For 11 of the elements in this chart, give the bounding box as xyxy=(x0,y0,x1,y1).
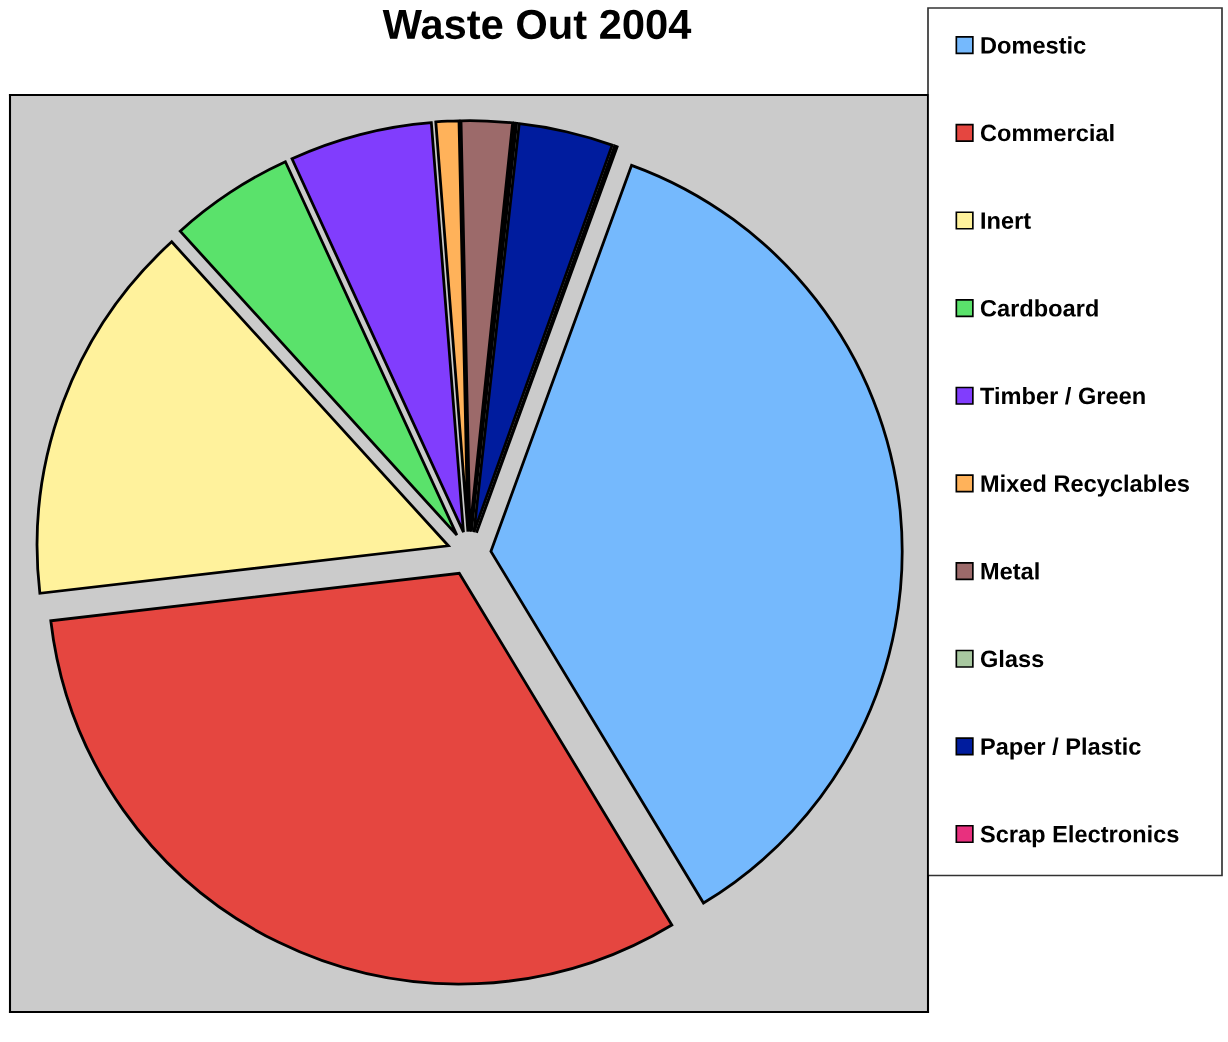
legend-label: Mixed Recyclables xyxy=(981,474,1189,497)
legend-label: Paper / Plastic xyxy=(981,737,1141,760)
legend-label: Timber / Green xyxy=(980,386,1145,405)
legend-label: Domestic xyxy=(981,36,1086,54)
legend-label: Commercial xyxy=(980,123,1114,142)
legend-label: Glass xyxy=(980,649,1044,668)
legend-label: Cardboard xyxy=(980,299,1098,317)
legend-label: Inert xyxy=(981,212,1031,229)
legend-label: Scrap Electronics xyxy=(980,825,1179,848)
legend-label: Metal xyxy=(981,562,1039,580)
chart-title: Waste Out 2004 xyxy=(382,9,692,40)
